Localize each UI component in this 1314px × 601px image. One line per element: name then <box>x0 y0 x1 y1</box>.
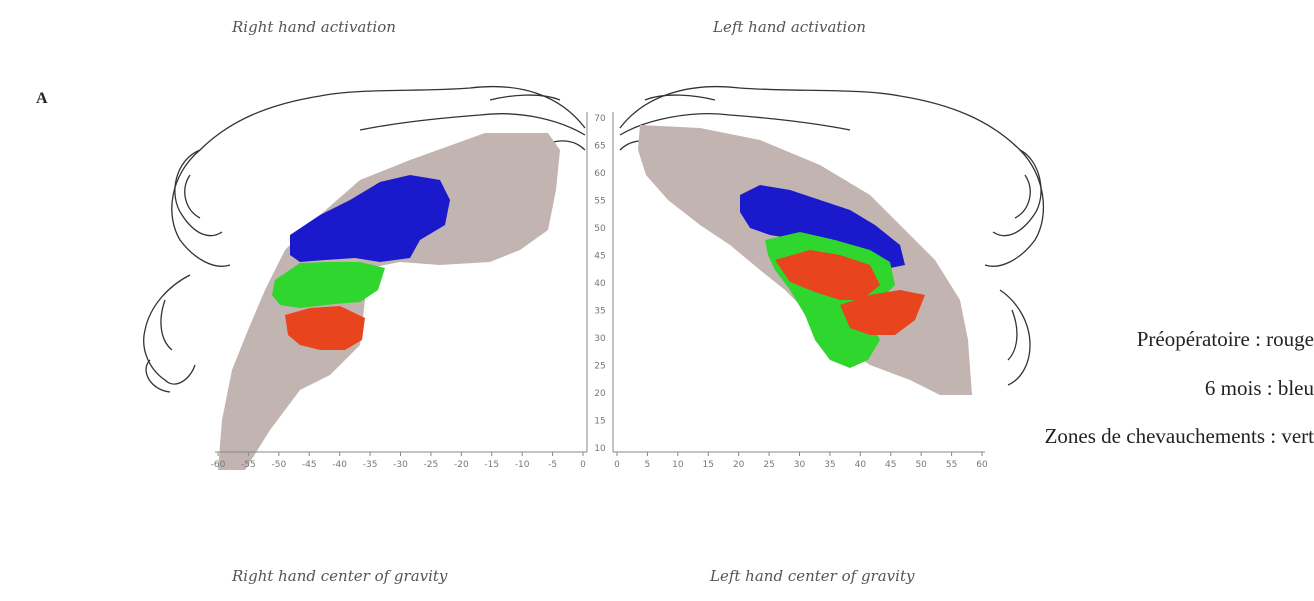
y-tick-label: 45 <box>594 252 605 262</box>
x-right-tick-label: 25 <box>763 460 774 470</box>
x-right-tick-label: 20 <box>733 460 745 470</box>
y-tick-label: 65 <box>594 142 605 152</box>
y-tick-label: 55 <box>594 197 605 207</box>
x-right-tick-label: 50 <box>915 460 927 470</box>
y-tick-label: 50 <box>594 224 606 234</box>
x-right-tick-label: 5 <box>645 460 651 470</box>
x-right-tick-label: 0 <box>614 460 620 470</box>
y-axis: 70 65 60 55 50 45 40 35 30 25 20 15 10 <box>586 112 614 454</box>
x-right-tick-label: 60 <box>976 460 988 470</box>
x-left-tick-label: -30 <box>393 460 408 470</box>
x-left-tick-label: -50 <box>271 460 286 470</box>
x-left-tick-label: -10 <box>515 460 530 470</box>
x-right-tick-label: 40 <box>855 460 867 470</box>
right-red-region <box>775 250 880 300</box>
left-activation-title: Left hand activation <box>713 18 866 36</box>
y-tick-label: 60 <box>594 169 606 179</box>
legend-overlap: Zones de chevauchements : vert <box>1044 424 1314 448</box>
y-tick-label: 30 <box>594 334 606 344</box>
legend-6-months: 6 mois : bleu <box>1204 376 1314 400</box>
right-activation-title: Right hand activation <box>232 18 396 36</box>
y-tick-label: 40 <box>594 279 606 289</box>
y-tick-label: 15 <box>594 417 605 427</box>
left-activation-map <box>218 133 560 470</box>
legend-preop: Préopératoire : rouge <box>1136 327 1314 351</box>
x-left-tick-label: -35 <box>363 460 378 470</box>
x-right-tick-label: 55 <box>946 460 957 470</box>
x-right-tick-label: 10 <box>672 460 684 470</box>
x-left-tick-label: 0 <box>580 460 586 470</box>
x-left-tick-label: -20 <box>454 460 469 470</box>
y-tick-label: 35 <box>594 307 605 317</box>
x-axes: -60 -55 -50 -45 -40 -35 -30 -25 -20 -15 -10 -5 0 0 5 10… <box>211 451 988 470</box>
right-center-title: Right hand center of gravity <box>232 567 448 585</box>
x-right-tick-label: 45 <box>885 460 896 470</box>
x-left-tick-label: -55 <box>241 460 256 470</box>
x-right-tick-label: 15 <box>703 460 714 470</box>
y-tick-label: 70 <box>594 114 606 124</box>
y-tick-label: 25 <box>594 362 605 372</box>
y-tick-label: 10 <box>594 444 606 454</box>
left-blue-region <box>290 175 450 262</box>
right-activation-map <box>638 125 972 395</box>
x-left-tick-label: -15 <box>484 460 499 470</box>
left-red-region <box>285 306 365 350</box>
x-left-tick-label: -45 <box>302 460 317 470</box>
x-left-tick-label: -60 <box>211 460 226 470</box>
right-red-region-lower <box>840 290 925 335</box>
left-tissue-region <box>218 133 560 470</box>
panel-label: A <box>36 90 48 107</box>
left-center-title: Left hand center of gravity <box>710 567 915 585</box>
x-left-tick-label: -5 <box>548 460 557 470</box>
y-tick-label: 20 <box>594 389 606 399</box>
x-left-tick-label: -40 <box>332 460 347 470</box>
x-right-tick-label: 35 <box>824 460 835 470</box>
left-green-region <box>272 262 385 308</box>
x-left-tick-label: -25 <box>424 460 439 470</box>
x-right-tick-label: 30 <box>794 460 806 470</box>
